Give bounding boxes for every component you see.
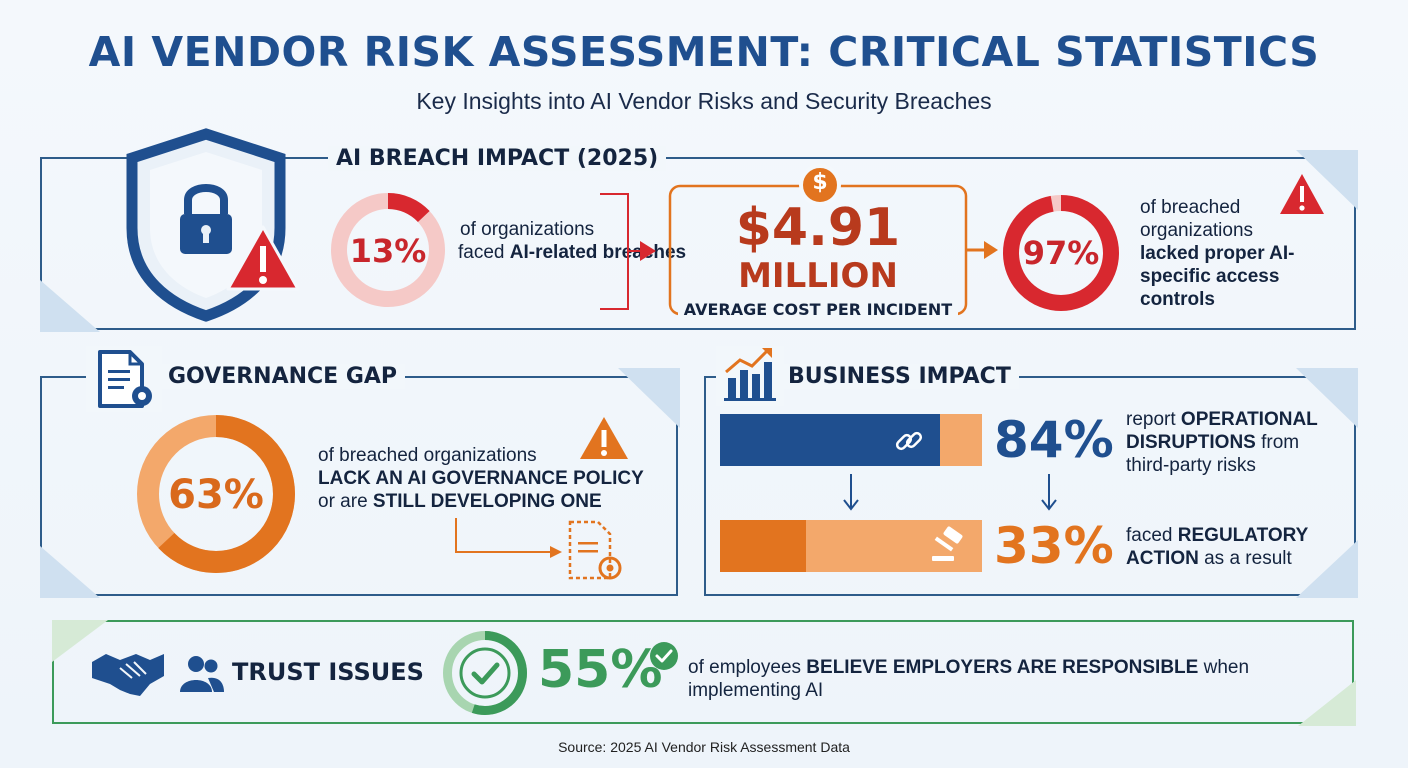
check-icon <box>459 647 511 699</box>
check-badge-icon <box>650 642 678 670</box>
arrow-down-icon <box>1041 474 1057 511</box>
dollar-icon <box>799 164 841 206</box>
governance-value: 63% <box>168 472 264 518</box>
trust-text: of employees BELIEVE EMPLOYERS ARE RESPO… <box>688 657 1250 701</box>
bar-84-fill <box>720 414 941 466</box>
donut-13-percent <box>331 193 445 307</box>
bar-33-percent <box>720 520 982 572</box>
stat-97-text: of breached organizations lacked proper … <box>1140 197 1295 310</box>
arrow-right-icon <box>966 241 998 259</box>
corner-decoration-icon <box>40 546 100 598</box>
warning-icon <box>580 417 628 459</box>
business-33-text: faced REGULATORY ACTION as a result <box>1126 525 1309 569</box>
document-gear-icon <box>98 350 152 408</box>
business-33-value: 33% <box>994 517 1114 575</box>
bar-33-fill <box>720 520 807 572</box>
dollar-symbol: $ <box>812 170 828 195</box>
document-gear-icon <box>568 520 622 580</box>
warning-icon <box>226 225 300 291</box>
cost-unit: MILLION <box>738 256 898 296</box>
corner-decoration-icon <box>1296 368 1358 428</box>
trust-title: TRUST ISSUES <box>232 658 424 686</box>
cost-caption: AVERAGE COST PER INCIDENT <box>668 300 968 319</box>
donut-arc <box>443 631 527 715</box>
gavel-icon <box>932 526 963 561</box>
handshake-icon <box>92 654 164 696</box>
page-subtitle: Key Insights into AI Vendor Risks and Se… <box>416 88 992 114</box>
donut-arc <box>331 193 445 307</box>
stat-97-value: 97% <box>1022 234 1100 272</box>
governance-title: GOVERNANCE GAP <box>160 364 406 389</box>
donut-arc <box>1003 195 1119 311</box>
bracket-arrow-icon <box>600 193 656 310</box>
users-icon <box>180 656 224 692</box>
governance-text: of breached organizations LACK AN AI GOV… <box>318 445 644 512</box>
donut-arc <box>137 415 295 573</box>
broken-link-icon <box>895 431 923 451</box>
policy-flow-arrow-icon <box>455 518 562 558</box>
corner-decoration-icon <box>618 368 680 428</box>
growth-chart-icon <box>724 348 776 401</box>
corner-decoration-icon <box>40 280 100 332</box>
page-title: AI VENDOR RISK ASSESSMENT: CRITICAL STAT… <box>88 28 1320 76</box>
business-84-value: 84% <box>994 411 1114 469</box>
corner-decoration-icon <box>1296 150 1358 210</box>
bar-84-percent <box>720 414 982 466</box>
business-impact-title: BUSINESS IMPACT <box>780 364 1019 389</box>
corner-decoration-icon <box>52 620 108 662</box>
warning-icon <box>1280 174 1324 214</box>
corner-decoration-icon <box>1298 680 1356 726</box>
source-note: Source: 2025 AI Vendor Risk Assessment D… <box>558 739 850 755</box>
corner-decoration-icon <box>1296 540 1358 598</box>
stat-13-value: 13% <box>349 232 427 270</box>
trust-value: 55% <box>538 640 663 700</box>
donut-97-percent <box>1003 195 1119 311</box>
donut-63-percent <box>137 415 295 573</box>
arrow-down-icon <box>843 474 859 511</box>
cost-value: $4.91 <box>735 198 901 258</box>
business-84-text: report OPERATIONAL DISRUPTIONS from thir… <box>1126 409 1318 476</box>
donut-55-percent <box>443 631 527 715</box>
breach-impact-title: AI BREACH IMPACT (2025) <box>328 146 667 171</box>
